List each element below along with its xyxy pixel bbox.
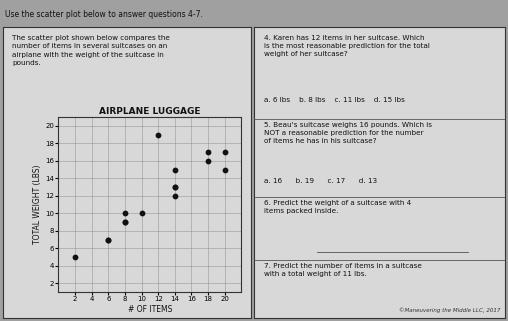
Text: Use the scatter plot below to answer questions 4-7.: Use the scatter plot below to answer que… [5, 10, 203, 19]
Text: 5. Beau's suitcase weighs 16 pounds. Which is
NOT a reasonable prediction for th: 5. Beau's suitcase weighs 16 pounds. Whi… [264, 122, 432, 144]
Text: ©Maneuvering the Middle LLC, 2017: ©Maneuvering the Middle LLC, 2017 [399, 308, 500, 313]
Point [171, 193, 179, 198]
X-axis label: # OF ITEMS: # OF ITEMS [128, 305, 172, 314]
Point [171, 185, 179, 190]
Point [138, 211, 146, 216]
Point [121, 220, 129, 225]
Text: The scatter plot shown below compares the
number of items in several suitcases o: The scatter plot shown below compares th… [13, 35, 170, 66]
Point [104, 237, 112, 242]
Point [121, 220, 129, 225]
Title: AIRPLANE LUGGAGE: AIRPLANE LUGGAGE [99, 108, 201, 117]
Point [204, 158, 212, 163]
Text: 7. Predict the number of items in a suitcase
with a total weight of 11 lbs.: 7. Predict the number of items in a suit… [264, 263, 422, 277]
Point [171, 167, 179, 172]
Text: a. 16      b. 19      c. 17      d. 13: a. 16 b. 19 c. 17 d. 13 [264, 178, 377, 184]
Point [171, 185, 179, 190]
Text: 6. Predict the weight of a suitcase with 4
items packed inside.: 6. Predict the weight of a suitcase with… [264, 200, 411, 214]
Point [71, 255, 79, 260]
Point [220, 167, 229, 172]
Point [121, 211, 129, 216]
Point [154, 132, 162, 137]
Point [204, 150, 212, 155]
Point [220, 150, 229, 155]
Point [104, 237, 112, 242]
Y-axis label: TOTAL WEIGHT (LBS): TOTAL WEIGHT (LBS) [34, 165, 43, 244]
Text: 4. Karen has 12 items in her suitcase. Which
is the most reasonable prediction f: 4. Karen has 12 items in her suitcase. W… [264, 35, 430, 57]
Text: a. 6 lbs    b. 8 lbs    c. 11 lbs    d. 15 lbs: a. 6 lbs b. 8 lbs c. 11 lbs d. 15 lbs [264, 97, 405, 103]
